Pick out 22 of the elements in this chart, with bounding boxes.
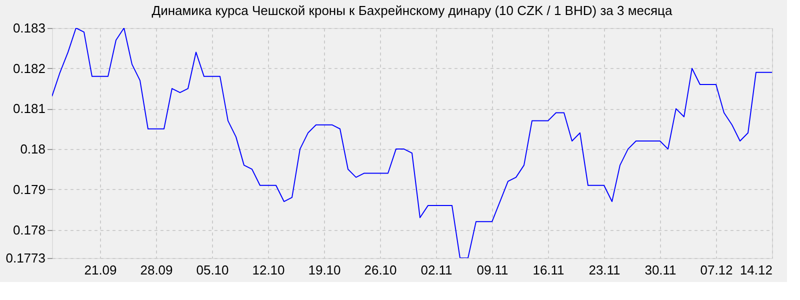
x-tick-label: 16.11 [532,262,564,278]
x-tick-label: 21.09 [84,262,117,278]
line-series [52,28,772,258]
x-tick-label: 12.10 [252,262,285,278]
x-tick-label: 30.11 [644,262,676,278]
x-tick-label: 02.11 [420,262,452,278]
x-tick-label: 23.11 [588,262,620,278]
x-tick-label: 09.11 [476,262,508,278]
x-tick-label: 07.12 [700,262,733,278]
y-tick-label: 0.179 [12,182,46,197]
x-tick-label: 26.10 [364,262,397,278]
y-tick-label: 0.182 [12,60,46,76]
x-tick-label: 19.10 [308,262,341,278]
x-tick-label: 05.10 [196,262,229,278]
y-tick-label: 0.178 [12,222,46,238]
y-tick-label: 0.1773 [6,250,46,266]
y-tick-label: 0.183 [12,20,46,36]
y-tick-label: 0.18 [20,142,46,157]
y-tick-label: 0.181 [12,101,46,116]
x-tick-label: 28.09 [140,262,173,278]
x-tick-label: 14.12 [740,262,772,278]
chart-title: Динамика курса Чешской кроны к Бахрейнскому динару (10 CZK / 1 BHD) за 3 месяца [152,3,673,18]
